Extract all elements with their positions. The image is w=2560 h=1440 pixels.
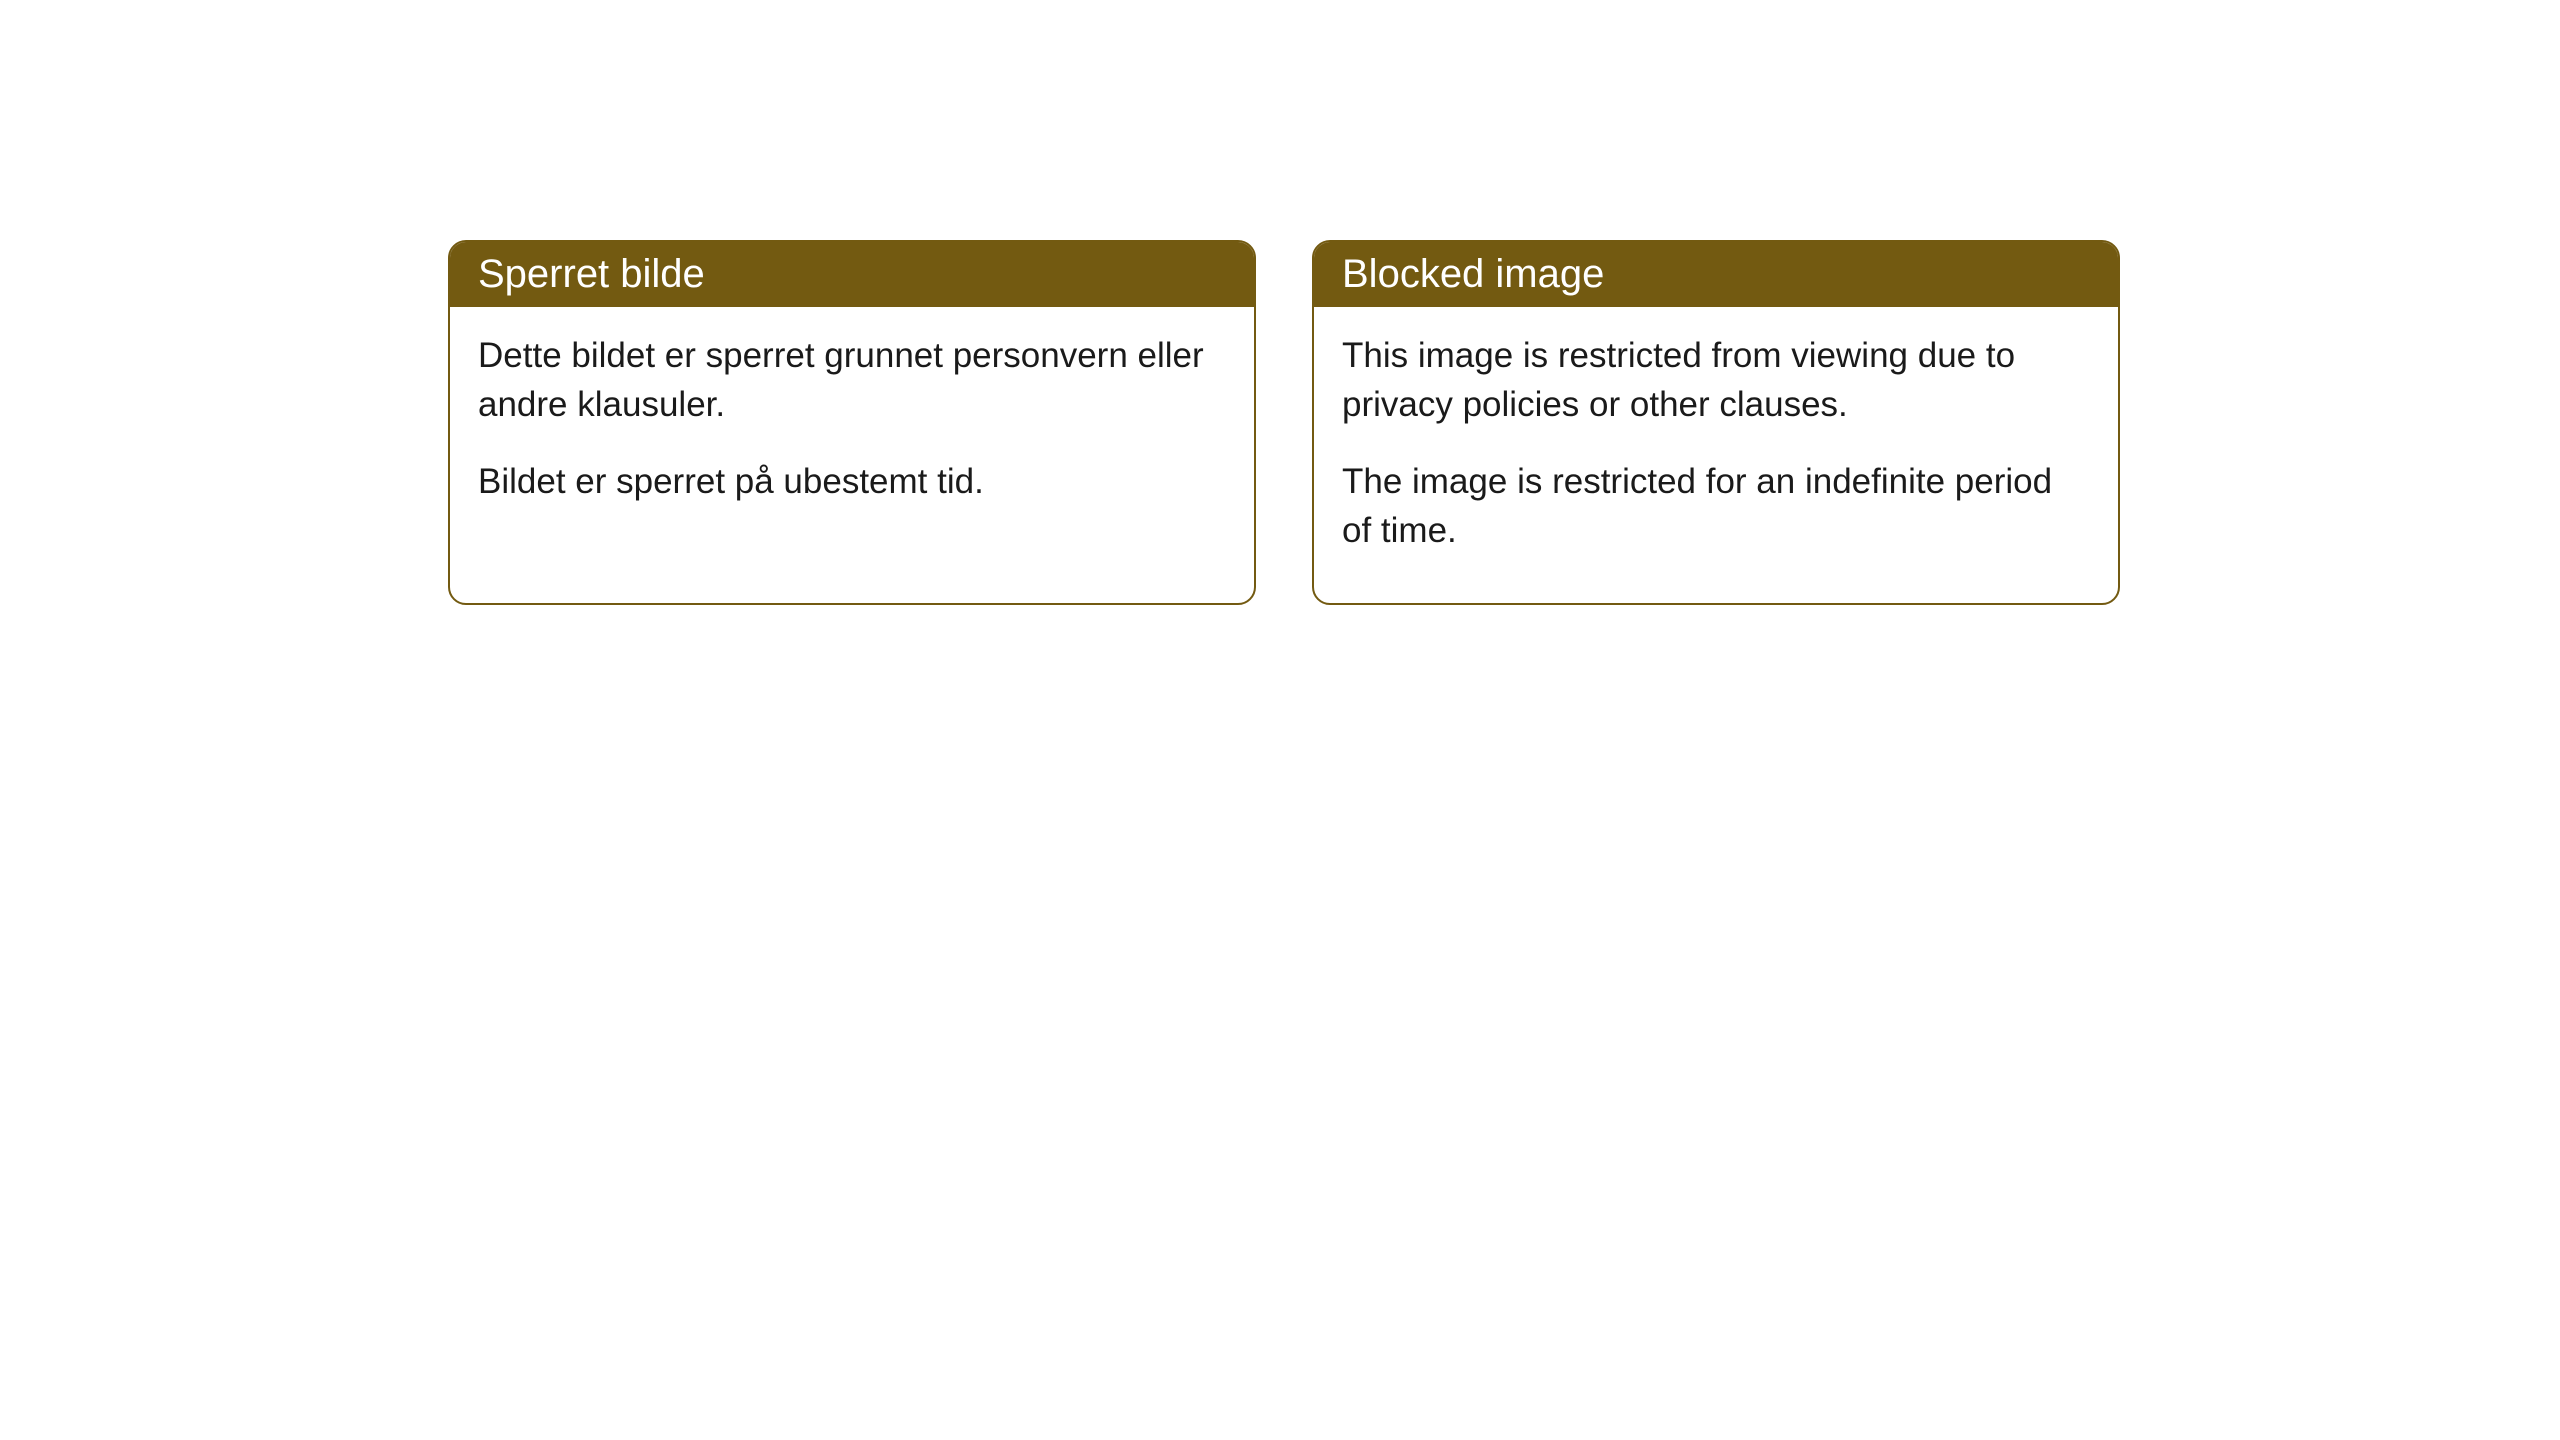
- notice-paragraph: Bildet er sperret på ubestemt tid.: [478, 457, 1226, 506]
- notice-container: Sperret bilde Dette bildet er sperret gr…: [0, 0, 2560, 605]
- notice-paragraph: This image is restricted from viewing du…: [1342, 331, 2090, 429]
- notice-header: Sperret bilde: [450, 242, 1254, 307]
- notice-title: Sperret bilde: [478, 252, 705, 296]
- notice-paragraph: The image is restricted for an indefinit…: [1342, 457, 2090, 555]
- notice-body: Dette bildet er sperret grunnet personve…: [450, 307, 1254, 554]
- notice-title: Blocked image: [1342, 252, 1604, 296]
- notice-paragraph: Dette bildet er sperret grunnet personve…: [478, 331, 1226, 429]
- notice-body: This image is restricted from viewing du…: [1314, 307, 2118, 603]
- notice-card-norwegian: Sperret bilde Dette bildet er sperret gr…: [448, 240, 1256, 605]
- notice-header: Blocked image: [1314, 242, 2118, 307]
- notice-card-english: Blocked image This image is restricted f…: [1312, 240, 2120, 605]
